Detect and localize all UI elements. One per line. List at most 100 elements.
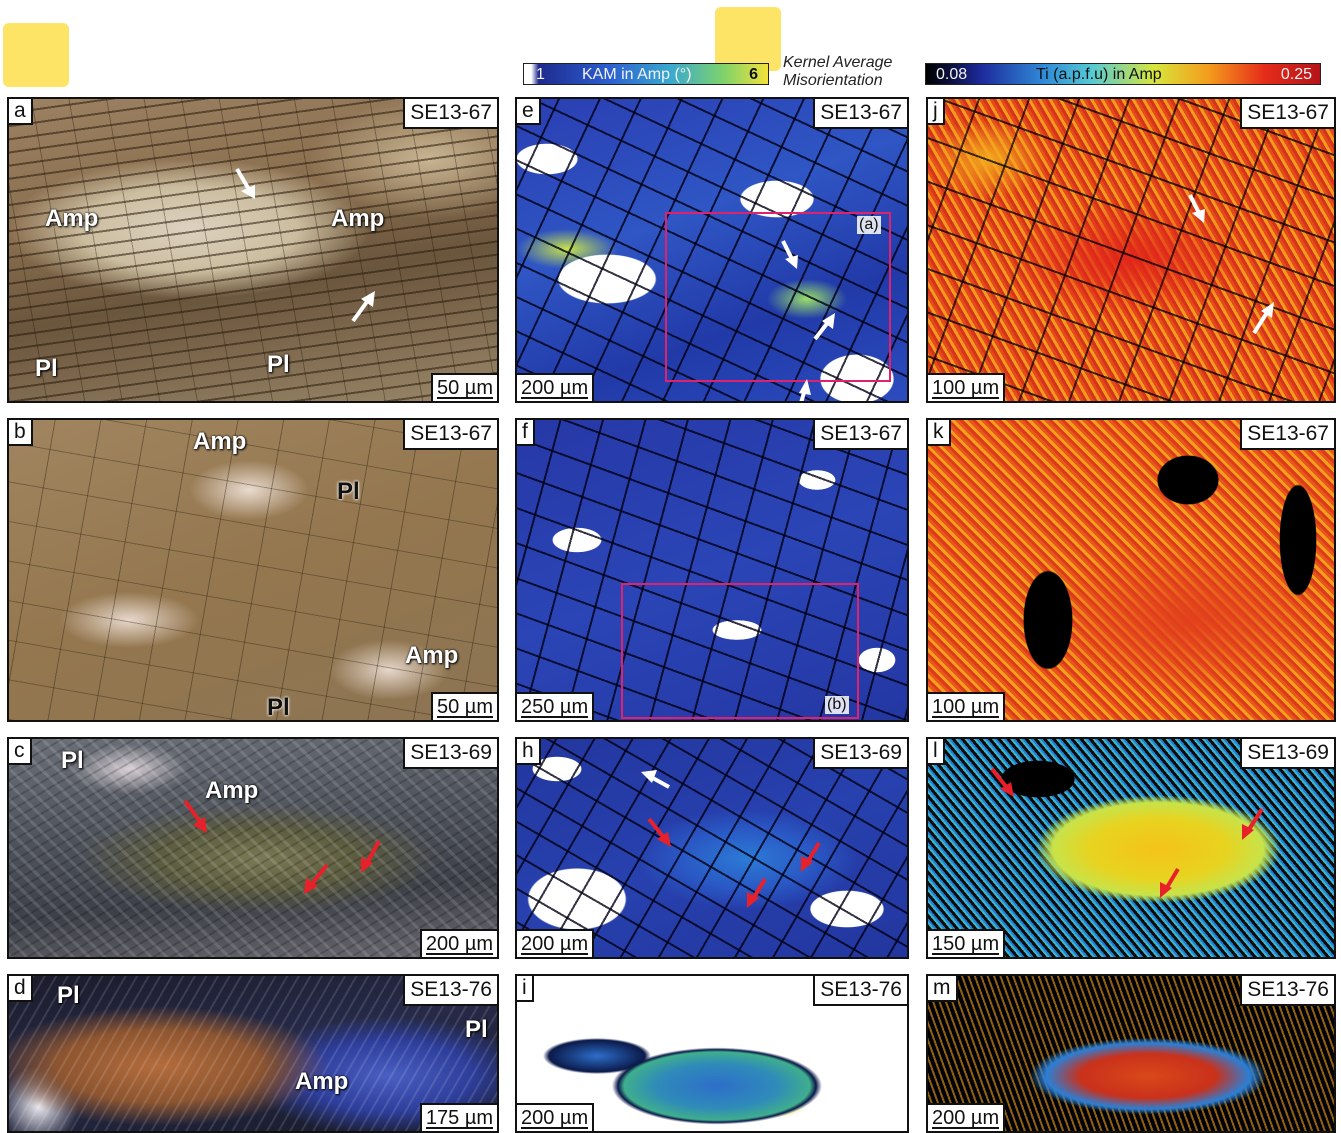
sample-label: SE13-69 bbox=[403, 739, 497, 769]
scale-bar: 100 µm bbox=[928, 373, 1006, 401]
panel-h: h SE13-69 200 µm bbox=[515, 737, 909, 959]
scale-bar: 200 µm bbox=[517, 929, 595, 957]
placeholder-box-left bbox=[3, 23, 69, 87]
scale-bar-line bbox=[932, 953, 1000, 955]
sample-label: SE13-67 bbox=[813, 420, 907, 450]
scale-bar: 50 µm bbox=[431, 373, 497, 401]
scale-bar-line bbox=[425, 1127, 493, 1129]
scale-bar: 200 µm bbox=[419, 929, 497, 957]
scale-bar: 200 µm bbox=[517, 1103, 595, 1131]
sample-label: SE13-76 bbox=[403, 976, 497, 1006]
mineral-label-amp: Amp bbox=[331, 205, 385, 232]
scale-bar-label: 200 µm bbox=[932, 1107, 1000, 1129]
scale-bar-line bbox=[521, 953, 589, 955]
panel-label: k bbox=[928, 420, 951, 446]
white-arrowhead bbox=[799, 379, 811, 395]
panel-f: f SE13-67 (b) 250 µm bbox=[515, 418, 909, 722]
white-arrowhead bbox=[785, 255, 798, 269]
red-arrow bbox=[1164, 867, 1180, 891]
kam-colorbar: 1 KAM in Amp (°) 6 bbox=[523, 63, 769, 85]
scale-bar-label: 175 µm bbox=[425, 1107, 493, 1129]
sample-label: SE13-67 bbox=[1240, 420, 1334, 450]
arrow-overlay bbox=[641, 770, 821, 908]
red-arrow bbox=[805, 841, 821, 865]
panel-label: l bbox=[928, 739, 945, 765]
mineral-label-amp: Amp bbox=[45, 205, 99, 232]
mineral-label-pl: Pl bbox=[57, 982, 80, 1009]
red-arrow bbox=[1246, 807, 1264, 833]
scale-bar: 200 µm bbox=[928, 1103, 1006, 1131]
red-arrow bbox=[309, 863, 329, 887]
scale-bar-line bbox=[521, 1127, 589, 1129]
panel-label: c bbox=[9, 739, 32, 765]
red-arrowhead bbox=[1242, 824, 1254, 840]
sample-label: SE13-69 bbox=[1240, 739, 1334, 769]
scale-bar-line bbox=[437, 397, 493, 399]
white-arrowhead bbox=[822, 313, 835, 329]
arrow-overlay bbox=[183, 799, 381, 894]
panel-label: i bbox=[517, 976, 534, 1002]
arrow-overlay bbox=[235, 167, 375, 323]
mineral-label-pl: Pl bbox=[337, 478, 360, 505]
scale-bar-label: 50 µm bbox=[437, 377, 493, 399]
red-arrowhead bbox=[801, 856, 813, 872]
white-arrow bbox=[650, 775, 670, 789]
scale-bar-line bbox=[932, 716, 1000, 718]
panel-label: m bbox=[928, 976, 958, 1002]
scale-bar-label: 150 µm bbox=[932, 933, 1000, 955]
scale-bar: 50 µm bbox=[431, 692, 497, 720]
scale-bar-line bbox=[437, 716, 493, 718]
scale-bar-label: 250 µm bbox=[521, 696, 589, 718]
mineral-label-pl: Pl bbox=[267, 694, 290, 721]
white-arrowhead bbox=[241, 185, 255, 199]
scale-bar-label: 200 µm bbox=[521, 933, 589, 955]
panel-j: j SE13-67 100 µm bbox=[926, 97, 1336, 403]
mineral-label-pl: Pl bbox=[35, 355, 58, 382]
scale-bar: 175 µm bbox=[419, 1103, 497, 1131]
panel-label: e bbox=[517, 99, 541, 125]
arrow-overlay bbox=[990, 767, 1264, 898]
ti-colorbar-min: 0.08 bbox=[936, 66, 968, 83]
red-arrowhead bbox=[304, 878, 318, 894]
white-arrowhead bbox=[641, 770, 657, 783]
arrow-overlay bbox=[1188, 194, 1274, 335]
white-arrow bbox=[1252, 309, 1270, 335]
scale-bar-line bbox=[425, 953, 493, 955]
mineral-label-pl: Pl bbox=[61, 747, 84, 774]
red-arrowhead bbox=[657, 832, 671, 847]
scale-bar-line bbox=[932, 397, 1000, 399]
white-arrowhead bbox=[361, 291, 375, 307]
panel-label: b bbox=[9, 420, 33, 446]
kam-caption-line2: Misorientation bbox=[783, 72, 883, 89]
mineral-label-amp: Amp bbox=[405, 642, 459, 669]
mineral-label-amp: Amp bbox=[193, 428, 247, 455]
panel-e: e SE13-67 (a) 200 µm bbox=[515, 97, 909, 403]
inset-rectangle bbox=[665, 212, 891, 382]
inset-rectangle bbox=[621, 583, 859, 719]
scale-bar: 200 µm bbox=[517, 373, 595, 401]
panel-k: k SE13-67 100 µm bbox=[926, 418, 1336, 722]
kam-colorbar-max: 6 bbox=[749, 66, 758, 83]
scale-bar-label: 200 µm bbox=[425, 933, 493, 955]
red-arrowhead bbox=[193, 817, 207, 833]
panel-l: l SE13-69 150 µm bbox=[926, 737, 1336, 959]
ti-colorbar-title: Ti (a.p.f.u) in Amp bbox=[1036, 66, 1162, 83]
placeholder-box-center bbox=[715, 7, 781, 71]
scale-bar-label: 50 µm bbox=[437, 696, 493, 718]
scale-bar: 100 µm bbox=[928, 692, 1006, 720]
kam-caption-line1: Kernel Average bbox=[783, 54, 893, 71]
white-arrow bbox=[351, 297, 371, 323]
inset-label: (a) bbox=[857, 216, 881, 234]
scale-bar: 250 µm bbox=[517, 692, 595, 720]
panel-label: j bbox=[928, 99, 945, 125]
panel-m: m SE13-76 200 µm bbox=[926, 974, 1336, 1133]
white-arrowhead bbox=[1192, 209, 1205, 223]
panel-label: h bbox=[517, 739, 541, 765]
panel-label: f bbox=[517, 420, 535, 446]
mineral-label-pl: Pl bbox=[267, 351, 290, 378]
white-arrowhead bbox=[1261, 302, 1274, 318]
panel-c: c SE13-69 Pl Amp 200 µm bbox=[7, 737, 499, 959]
ti-colorbar-max: 0.25 bbox=[1280, 66, 1312, 83]
scale-bar-line bbox=[521, 716, 589, 718]
sample-label: SE13-69 bbox=[813, 739, 907, 769]
